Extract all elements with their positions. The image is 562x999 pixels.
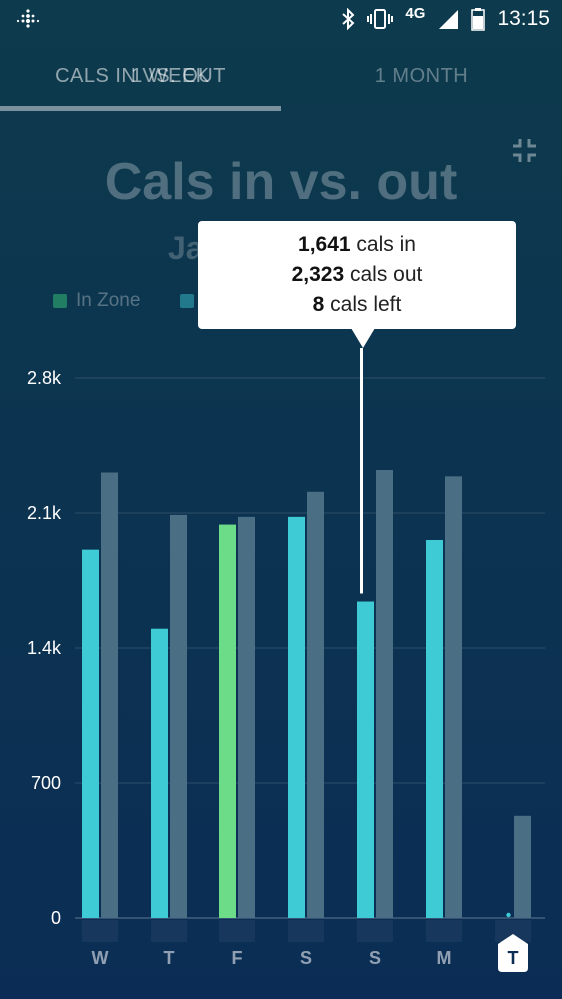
tab-week-overlay-label: 1 WEEK bbox=[131, 64, 210, 87]
network-type: 4G bbox=[405, 4, 426, 22]
bar-tooltip: 1,641 cals in 2,323 cals out 8 cals left bbox=[198, 221, 516, 329]
tab-week[interactable]: CALS IN VS. OUT 1 WEEK bbox=[0, 38, 281, 114]
tooltip-cals-out: 2,323 cals out bbox=[291, 263, 423, 286]
active-tab-indicator bbox=[0, 106, 281, 111]
bar-reflection bbox=[82, 920, 118, 942]
legend-label-in-zone: In Zone bbox=[76, 290, 141, 311]
bar-cals-in[interactable] bbox=[151, 628, 168, 918]
today-badge[interactable] bbox=[498, 934, 528, 972]
bar-reflection bbox=[357, 920, 393, 942]
x-tick-label[interactable]: F bbox=[232, 948, 243, 968]
legend-item-cals bbox=[180, 294, 203, 308]
bar-cals-in[interactable] bbox=[357, 601, 374, 918]
bar-cals-out[interactable] bbox=[238, 516, 255, 918]
legend-swatch-cals bbox=[180, 294, 195, 308]
bar-cals-out[interactable] bbox=[376, 469, 393, 918]
fitbit-logo-icon bbox=[16, 9, 40, 28]
x-tick-label[interactable]: W bbox=[92, 948, 109, 968]
battery-icon bbox=[471, 8, 486, 31]
bar-reflection bbox=[219, 920, 255, 942]
x-tick-label: T bbox=[508, 948, 519, 968]
status-bar: 4G 13:15 bbox=[0, 0, 562, 38]
bar-cals-in[interactable] bbox=[219, 524, 236, 918]
legend-item-in-zone: In Zone bbox=[53, 290, 140, 312]
x-tick-label[interactable]: T bbox=[164, 948, 175, 968]
bar-cals-out[interactable] bbox=[514, 815, 531, 918]
tab-month-label: 1 MONTH bbox=[374, 64, 469, 87]
bar-cals-in[interactable] bbox=[426, 540, 443, 918]
vibrate-icon bbox=[367, 9, 394, 29]
x-tick-label[interactable]: S bbox=[369, 948, 381, 968]
bar-reflection bbox=[151, 920, 187, 942]
collapse-icon[interactable] bbox=[512, 138, 537, 163]
bar-reflection bbox=[495, 920, 531, 942]
bar-cals-out[interactable] bbox=[170, 514, 187, 918]
signal-icon bbox=[439, 10, 459, 29]
bar-cals-out[interactable] bbox=[307, 491, 324, 918]
bluetooth-icon bbox=[342, 8, 355, 30]
x-tick-label[interactable]: M bbox=[437, 948, 452, 968]
y-tick-label: 2.1k bbox=[27, 503, 62, 523]
bar-cals-out[interactable] bbox=[101, 472, 118, 919]
page-title: Cals in vs. out bbox=[104, 153, 458, 211]
y-tick-label: 1.4k bbox=[27, 638, 62, 658]
legend-swatch-in-zone bbox=[53, 294, 67, 308]
tooltip-cals-in: 1,641 cals in bbox=[298, 233, 416, 256]
tooltip-cals-left: 8 cals left bbox=[312, 293, 402, 316]
period-tabs: CALS IN VS. OUT 1 WEEK 1 MONTH bbox=[0, 38, 562, 114]
bar-cals-in[interactable] bbox=[288, 516, 305, 918]
tooltip-arrow bbox=[351, 328, 375, 348]
bar-cals-in[interactable] bbox=[506, 912, 511, 918]
x-tick-label[interactable]: S bbox=[300, 948, 312, 968]
clock: 13:15 bbox=[497, 7, 550, 30]
y-tick-label: 700 bbox=[31, 773, 61, 793]
bar-cals-out[interactable] bbox=[445, 476, 462, 918]
bar-cals-in[interactable] bbox=[82, 549, 99, 918]
page-subtitle: Ja bbox=[168, 230, 204, 266]
tab-month[interactable]: 1 MONTH bbox=[281, 38, 562, 114]
bar-reflection bbox=[426, 920, 462, 942]
bar-reflection bbox=[288, 920, 324, 942]
tab-week-label: CALS IN VS. OUT bbox=[55, 64, 226, 87]
y-tick-label: 2.8k bbox=[27, 368, 62, 388]
legend: In Zone bbox=[53, 290, 203, 312]
y-tick-label: 0 bbox=[51, 908, 61, 928]
